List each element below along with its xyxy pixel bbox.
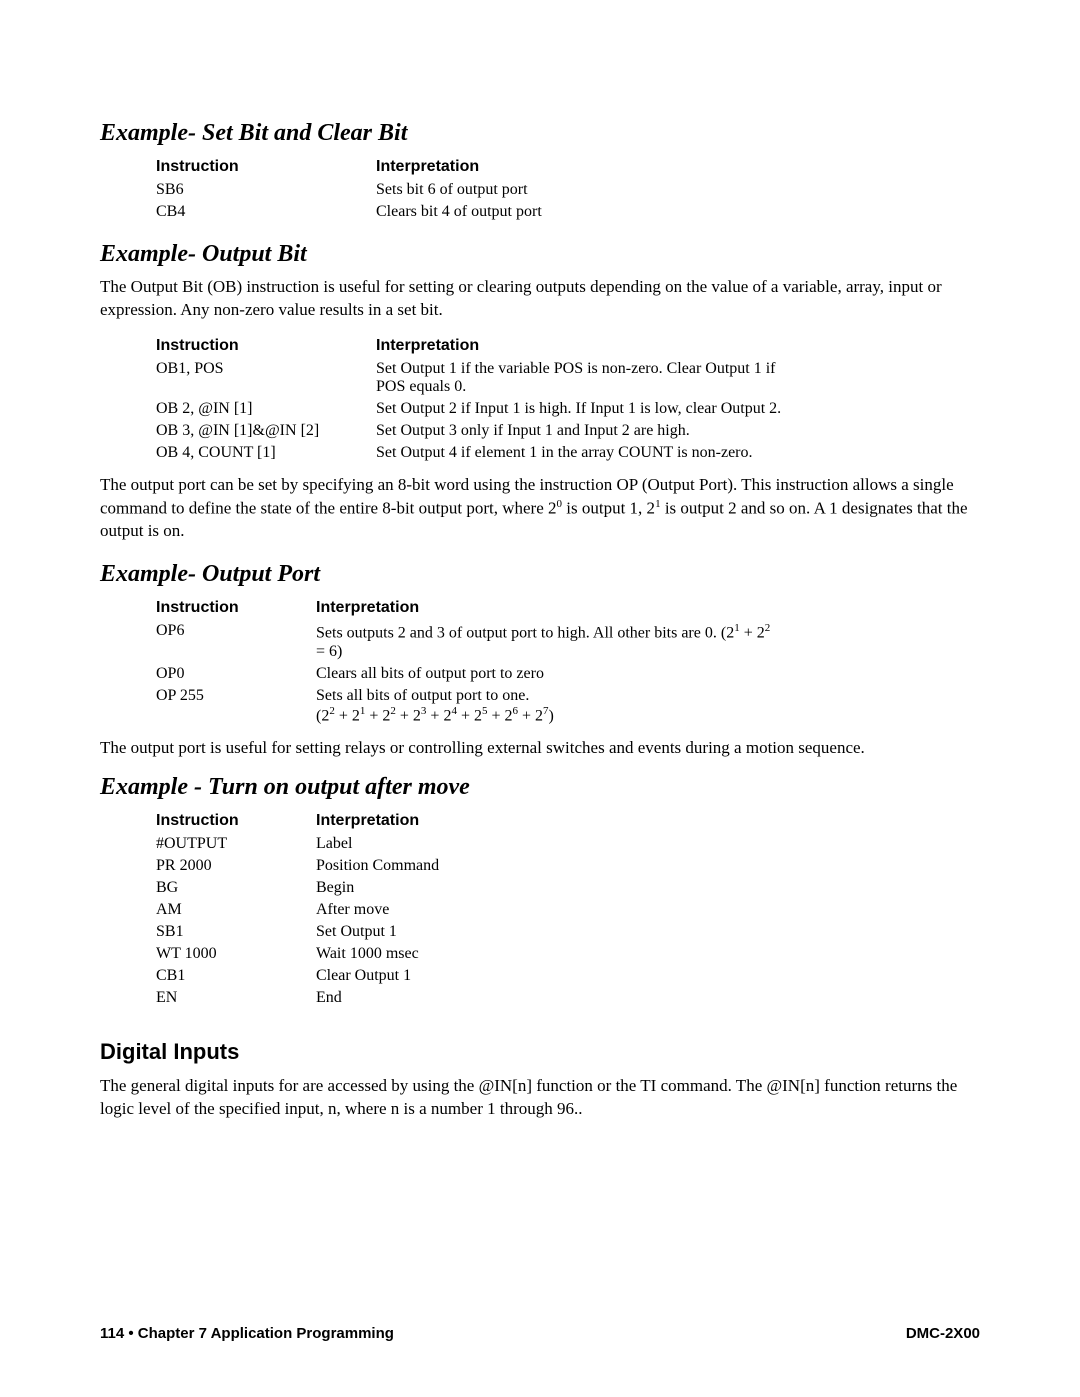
table-row: OB 2, @IN [1]Set Output 2 if Input 1 is … [156,398,796,420]
cell: OP 255 [156,685,316,727]
cell: Sets all bits of output port to one. (22… [316,685,786,727]
cell: OP6 [156,620,316,662]
table-row: WT 1000Wait 1000 msec [156,943,453,965]
table-row: CB1Clear Output 1 [156,965,453,987]
text: + 2 [487,707,512,724]
col-instruction: Instruction [156,155,376,179]
table-row: OB1, POSSet Output 1 if the variable POS… [156,358,796,398]
cell: OB 4, COUNT [1] [156,442,376,464]
table-row: OP 255 Sets all bits of output port to o… [156,685,786,727]
text: + 2 [365,707,390,724]
table-row: ENEnd [156,987,453,1009]
cell: Sets bit 6 of output port [376,179,556,201]
cell: Set Output 1 if the variable POS is non-… [376,358,796,398]
cell: OB1, POS [156,358,376,398]
cell: SB6 [156,179,376,201]
cell: Set Output 3 only if Input 1 and Input 2… [376,420,796,442]
table-setbit: Instruction Interpretation SB6Sets bit 6… [156,155,556,223]
text: is output 1, 2 [562,498,655,517]
footer-right: DMC-2X00 [906,1325,980,1342]
cell: Clear Output 1 [316,965,453,987]
cell: Set Output 4 if element 1 in the array C… [376,442,796,464]
table-row: OP6 Sets outputs 2 and 3 of output port … [156,620,786,662]
cell: Wait 1000 msec [316,943,453,965]
outputbit-para1: The Output Bit (OB) instruction is usefu… [100,276,980,322]
outputbit-para2: The output port can be set by specifying… [100,474,980,543]
cell: AM [156,899,316,921]
text: (2 [316,707,329,724]
table-row: OP0Clears all bits of output port to zer… [156,663,786,685]
text: + 2 [396,707,421,724]
table-row: #OUTPUTLabel [156,833,453,855]
table-row: BGBegin [156,877,453,899]
table-row: SB6Sets bit 6 of output port [156,179,556,201]
outputport-para: The output port is useful for setting re… [100,737,980,760]
section-outputbit-title: Example- Output Bit [100,241,980,268]
text: = 6) [316,643,342,660]
text: + 2 [426,707,451,724]
cell: #OUTPUT [156,833,316,855]
cell: Set Output 1 [316,921,453,943]
table-outputbit: Instruction Interpretation OB1, POSSet O… [156,334,796,464]
text-formula: (22 + 21 + 22 + 23 + 24 + 25 + 26 + 27) [316,705,772,725]
cell: OB 2, @IN [1] [156,398,376,420]
cell: Clears all bits of output port to zero [316,663,786,685]
section-outputport-title: Example- Output Port [100,561,980,588]
page-footer: 114 • Chapter 7 Application Programming … [100,1325,980,1342]
cell: EN [156,987,316,1009]
cell: SB1 [156,921,316,943]
section-setbit-title: Example- Set Bit and Clear Bit [100,120,980,147]
cell: End [316,987,453,1009]
superscript: 2 [765,622,771,634]
cell: CB4 [156,201,376,223]
table-turnon: Instruction Interpretation #OUTPUTLabel … [156,809,453,1009]
col-interpretation: Interpretation [376,334,796,358]
col-instruction: Instruction [156,334,376,358]
cell: WT 1000 [156,943,316,965]
table-row: AMAfter move [156,899,453,921]
section-turnon-title: Example - Turn on output after move [100,774,980,801]
cell: Label [316,833,453,855]
cell: After move [316,899,453,921]
col-instruction: Instruction [156,809,316,833]
cell: Clears bit 4 of output port [376,201,556,223]
cell: OB 3, @IN [1]&@IN [2] [156,420,376,442]
table-row: OB 3, @IN [1]&@IN [2]Set Output 3 only i… [156,420,796,442]
text: + 2 [740,625,765,642]
text: ) [549,707,554,724]
text: + 2 [457,707,482,724]
table-row: PR 2000Position Command [156,855,453,877]
cell: Position Command [316,855,453,877]
table-row: SB1Set Output 1 [156,921,453,943]
footer-left: 114 • Chapter 7 Application Programming [100,1325,394,1342]
section-digital-inputs-title: Digital Inputs [100,1039,980,1065]
table-outputport: Instruction Interpretation OP6 Sets outp… [156,596,786,727]
cell: Set Output 2 if Input 1 is high. If Inpu… [376,398,796,420]
cell: Begin [316,877,453,899]
table-row: OB 4, COUNT [1]Set Output 4 if element 1… [156,442,796,464]
text: + 2 [335,707,360,724]
table-row: CB4Clears bit 4 of output port [156,201,556,223]
cell: PR 2000 [156,855,316,877]
col-interpretation: Interpretation [316,809,453,833]
text: + 2 [518,707,543,724]
cell: Sets outputs 2 and 3 of output port to h… [316,620,786,662]
text: Sets all bits of output port to one. [316,687,772,705]
cell: OP0 [156,663,316,685]
col-interpretation: Interpretation [316,596,786,620]
cell: CB1 [156,965,316,987]
col-interpretation: Interpretation [376,155,556,179]
cell: BG [156,877,316,899]
text: Sets outputs 2 and 3 of output port to h… [316,625,734,642]
col-instruction: Instruction [156,596,316,620]
digital-inputs-para: The general digital inputs for are acces… [100,1075,980,1121]
